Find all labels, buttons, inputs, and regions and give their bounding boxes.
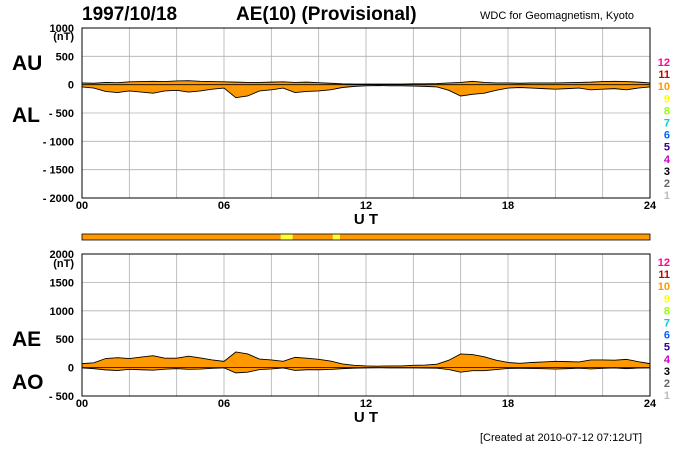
y-tick-label: 1000 [50, 23, 74, 35]
y-tick-label: - 1500 [43, 165, 74, 177]
station-coverage-bar [81, 233, 651, 241]
station-count-1: 1 [664, 190, 670, 202]
station-count-8: 8 [664, 105, 670, 117]
series-area-au [82, 80, 650, 85]
panel-1 [81, 27, 651, 199]
x-tick-label: 18 [502, 398, 514, 410]
station-count-7: 7 [664, 318, 670, 330]
y-tick-label: 500 [56, 334, 74, 346]
series-line-ae [81, 351, 651, 367]
index-label-ao: AO [12, 371, 44, 394]
station-count-8: 8 [664, 305, 670, 317]
plot-frame [81, 27, 651, 199]
index-label-al: AL [12, 104, 40, 127]
x-tick-label: 00 [76, 200, 88, 212]
x-tick-label: 06 [218, 398, 230, 410]
chart-date: 1997/10/18 [82, 4, 178, 25]
x-tick-label: 18 [502, 200, 514, 212]
x-tick-label: 00 [76, 398, 88, 410]
series-area-ao [82, 367, 650, 373]
x-axis-label: U T [354, 211, 378, 228]
station-count-7: 7 [664, 118, 670, 130]
station-count-6: 6 [664, 130, 670, 142]
station-count-5: 5 [664, 342, 670, 354]
station-count-2: 2 [664, 378, 670, 390]
station-count-5: 5 [664, 142, 670, 154]
series-area-ae [82, 351, 650, 368]
data-source: WDC for Geomagnetism, Kyoto [480, 10, 635, 22]
index-label-au: AU [12, 52, 42, 75]
station-count-11: 11 [658, 269, 670, 281]
station-count-2: 2 [664, 178, 670, 190]
x-tick-label: 24 [644, 398, 657, 410]
y-tick-label: 0 [68, 363, 74, 375]
created-timestamp: [Created at 2010-07-12 07:12UT] [480, 432, 643, 444]
y-tick-label: 1500 [50, 277, 74, 289]
station-bar-frame [81, 233, 651, 241]
station-count-4: 4 [664, 354, 671, 366]
station-count-12: 12 [658, 57, 670, 69]
y-tick-label: 2000 [50, 249, 74, 261]
station-count-3: 3 [664, 366, 670, 378]
y-tick-label: - 2000 [43, 193, 74, 205]
y-tick-label: - 500 [49, 391, 74, 403]
station-segment [82, 234, 281, 240]
plot-frame [81, 253, 651, 397]
y-tick-label: - 500 [49, 108, 74, 120]
y-tick-label: 1000 [50, 306, 74, 318]
y-tick-label: - 1000 [43, 136, 74, 148]
x-tick-label: 12 [360, 200, 372, 212]
series-line-al [81, 85, 651, 99]
x-tick-label: 12 [360, 398, 372, 410]
station-count-10: 10 [658, 281, 670, 293]
station-segment [339, 234, 650, 240]
x-axis-label: U T [354, 409, 378, 426]
station-count-11: 11 [658, 69, 670, 81]
index-label-ae: AE [12, 328, 41, 351]
station-segment [332, 234, 340, 240]
station-count-10: 10 [658, 81, 670, 93]
panel-2 [81, 253, 651, 397]
y-axis-unit: (nT) [53, 31, 74, 43]
x-tick-label: 06 [218, 200, 230, 212]
series-line-au [81, 80, 651, 85]
y-tick-label: 500 [56, 51, 74, 63]
station-count-6: 6 [664, 330, 670, 342]
station-count-3: 3 [664, 166, 670, 178]
station-count-12: 12 [658, 257, 670, 269]
station-segment [280, 234, 293, 240]
y-axis-unit: (nT) [53, 258, 74, 270]
chart-title: AE(10) (Provisional) [236, 4, 417, 25]
station-count-4: 4 [664, 154, 671, 166]
station-count-1: 1 [664, 390, 670, 402]
station-count-9: 9 [664, 93, 670, 105]
y-tick-label: 0 [68, 80, 74, 92]
station-segment [292, 234, 333, 240]
station-count-9: 9 [664, 293, 670, 305]
x-tick-label: 24 [644, 200, 657, 212]
